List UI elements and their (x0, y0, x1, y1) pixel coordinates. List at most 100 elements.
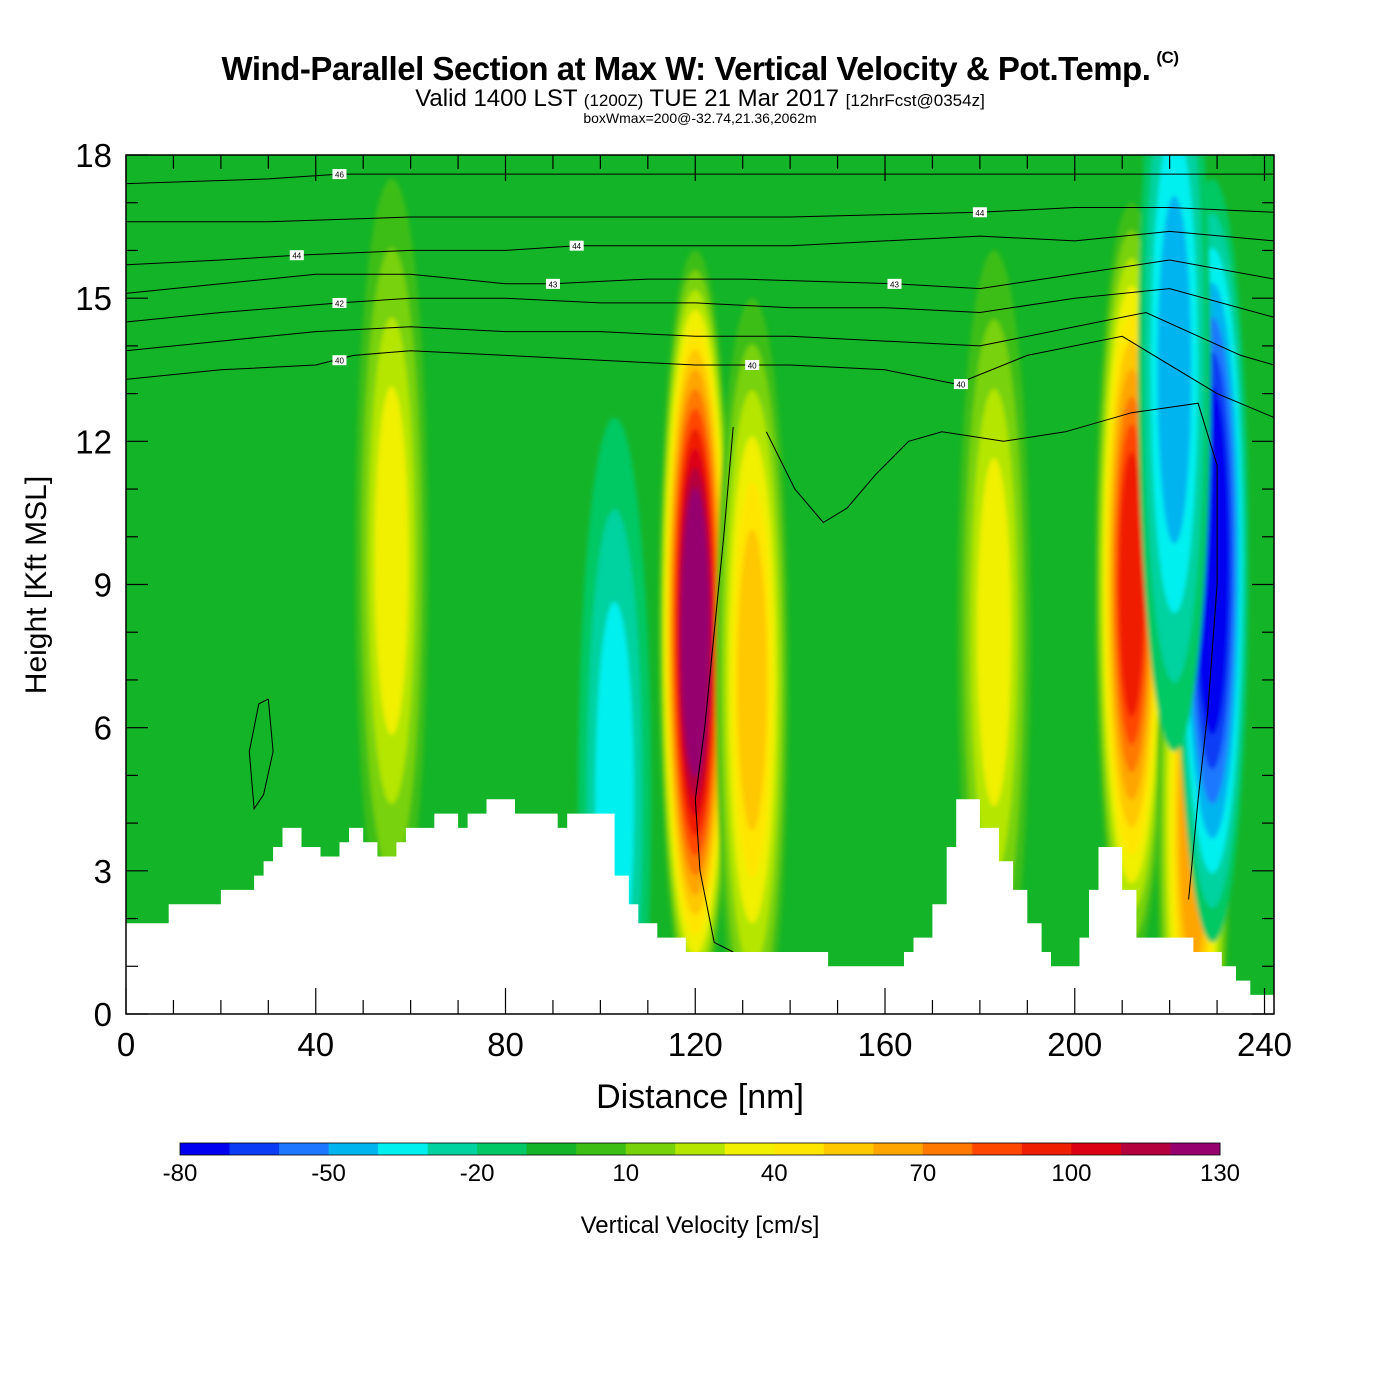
contour-label-text: 40 (748, 361, 757, 370)
y-tick-label: 6 (94, 710, 112, 747)
contour-label-bg (887, 278, 902, 289)
colorbar-tick-label: 70 (910, 1160, 937, 1187)
contour-label-text: 42 (335, 299, 344, 308)
box-info: boxWmax=200@-32.74,21.36,2062m (583, 110, 817, 126)
contour-label: 42 (332, 297, 347, 308)
theta-contour (126, 259, 1274, 294)
colorbar-swatch (922, 1143, 973, 1155)
valid-prefix: Valid 1400 LST (415, 85, 578, 112)
colorbar-swatch (1021, 1143, 1072, 1155)
colorbar-swatch (229, 1143, 280, 1155)
x-tick-label: 120 (668, 1026, 723, 1063)
contour-label-text: 44 (572, 242, 581, 251)
contour-label: 43 (545, 278, 560, 289)
updraft-band (977, 458, 1012, 807)
colorbar-swatch (1170, 1143, 1221, 1155)
y-axis-label: Height [Kft MSL] (20, 476, 53, 694)
contour-label-text: 40 (956, 381, 965, 390)
x-axis-label: Distance [nm] (596, 1078, 804, 1116)
colorbar-swatch (1120, 1143, 1171, 1155)
colorbar-swatch (1071, 1143, 1122, 1155)
colorbar-tick-label: -80 (163, 1160, 198, 1187)
colorbar-swatch (873, 1143, 924, 1155)
y-tick-label: 12 (75, 423, 112, 460)
x-tick-label: 80 (487, 1026, 524, 1063)
x-tick-label: 40 (297, 1026, 334, 1063)
theta-contour (126, 335, 1274, 418)
valid-zulu: (1200Z) (583, 91, 644, 110)
colorbar-tick-label: 10 (612, 1160, 639, 1187)
y-tick-label: 18 (75, 137, 112, 174)
contour-label: 44 (289, 250, 304, 261)
terrain-layer (126, 799, 1274, 1014)
contour-label-text: 43 (548, 280, 557, 289)
colorbar-swatch (576, 1143, 627, 1155)
y-tick-label: 0 (94, 996, 112, 1033)
colorbar-swatch (972, 1143, 1023, 1155)
y-tick-label: 3 (94, 853, 112, 890)
forecast-info: [12hrFcst@0354z] (845, 91, 985, 110)
contour-label: 40 (332, 355, 347, 366)
updraft-band (1118, 451, 1145, 718)
colorbar-label: Vertical Velocity [cm/s] (581, 1212, 820, 1239)
contour-label-bg (745, 359, 760, 370)
colorbar-swatch (378, 1143, 429, 1155)
axes: 0 40 80 120 160 200 240 0 3 6 9 12 15 18 (75, 137, 1292, 1063)
contour-label: 44 (972, 207, 987, 218)
valid-date: TUE 21 Mar 2017 (649, 85, 839, 112)
downdraft-band (1157, 195, 1192, 544)
colorbar-swatch (675, 1143, 726, 1155)
colorbar-swatch (526, 1143, 577, 1155)
contour-label: 46 (332, 169, 347, 180)
contour-layer: 40 42 43 44 44 46 43 44 40 40 (126, 169, 1274, 953)
w-zero-contour (694, 426, 734, 953)
contour-label-bg (953, 379, 968, 390)
chart-title: Wind-Parallel Section at Max W: Vertical… (0, 48, 1400, 88)
colorbar-swatch (427, 1143, 478, 1155)
contour-label: 44 (569, 240, 584, 251)
colorbar-swatch (180, 1143, 231, 1155)
colorbar-tick-label: -20 (460, 1160, 495, 1187)
contour-label-text: 44 (292, 252, 301, 261)
colorbar-tick-label: -50 (311, 1160, 346, 1187)
x-tick-label: 200 (1047, 1026, 1102, 1063)
contour-label-text: 43 (890, 280, 899, 289)
w-zero-contour (248, 698, 274, 811)
colorbar-swatch (328, 1143, 379, 1155)
terrain-fill (126, 799, 1274, 1014)
contour-label-bg (289, 250, 304, 261)
updraft-band (682, 507, 708, 757)
contour-label: 40 (953, 379, 968, 390)
x-tick-label: 240 (1237, 1026, 1292, 1063)
colorbar-tick-label: 40 (761, 1160, 788, 1187)
contour-label: 43 (887, 278, 902, 289)
contour-label-bg (545, 278, 560, 289)
colorbar-swatch (279, 1143, 330, 1155)
colorbar-swatch (823, 1143, 874, 1155)
title-text: Wind-Parallel Section at Max W: Vertical… (221, 50, 1151, 87)
colorbar-swatch (724, 1143, 775, 1155)
colorbar-swatch (477, 1143, 528, 1155)
theta-contour (126, 207, 1274, 223)
theta-contour (126, 311, 1274, 366)
copyright-mark: (C) (1156, 48, 1179, 67)
updraft-band (374, 386, 409, 735)
colorbar-tick-label: 100 (1051, 1160, 1091, 1187)
contour-label-bg (569, 240, 584, 251)
contour-label-bg (332, 169, 347, 180)
contour-label-bg (972, 207, 987, 218)
x-tick-label: 160 (857, 1026, 912, 1063)
theta-contour (126, 173, 1274, 185)
w-zero-contour (765, 402, 1218, 900)
contour-label-text: 46 (335, 171, 344, 180)
colorbar-swatch (774, 1143, 825, 1155)
y-tick-label: 15 (75, 280, 112, 317)
y-tick-label: 9 (94, 567, 112, 604)
contour-label: 40 (745, 359, 760, 370)
x-tick-label: 0 (117, 1026, 135, 1063)
contour-label-bg (332, 355, 347, 366)
chart-subtitle: Valid 1400 LST (1200Z) TUE 21 Mar 2017 [… (0, 86, 1400, 114)
velocity-field (126, 155, 1274, 1014)
colorbar-frame (179, 1142, 1221, 1156)
